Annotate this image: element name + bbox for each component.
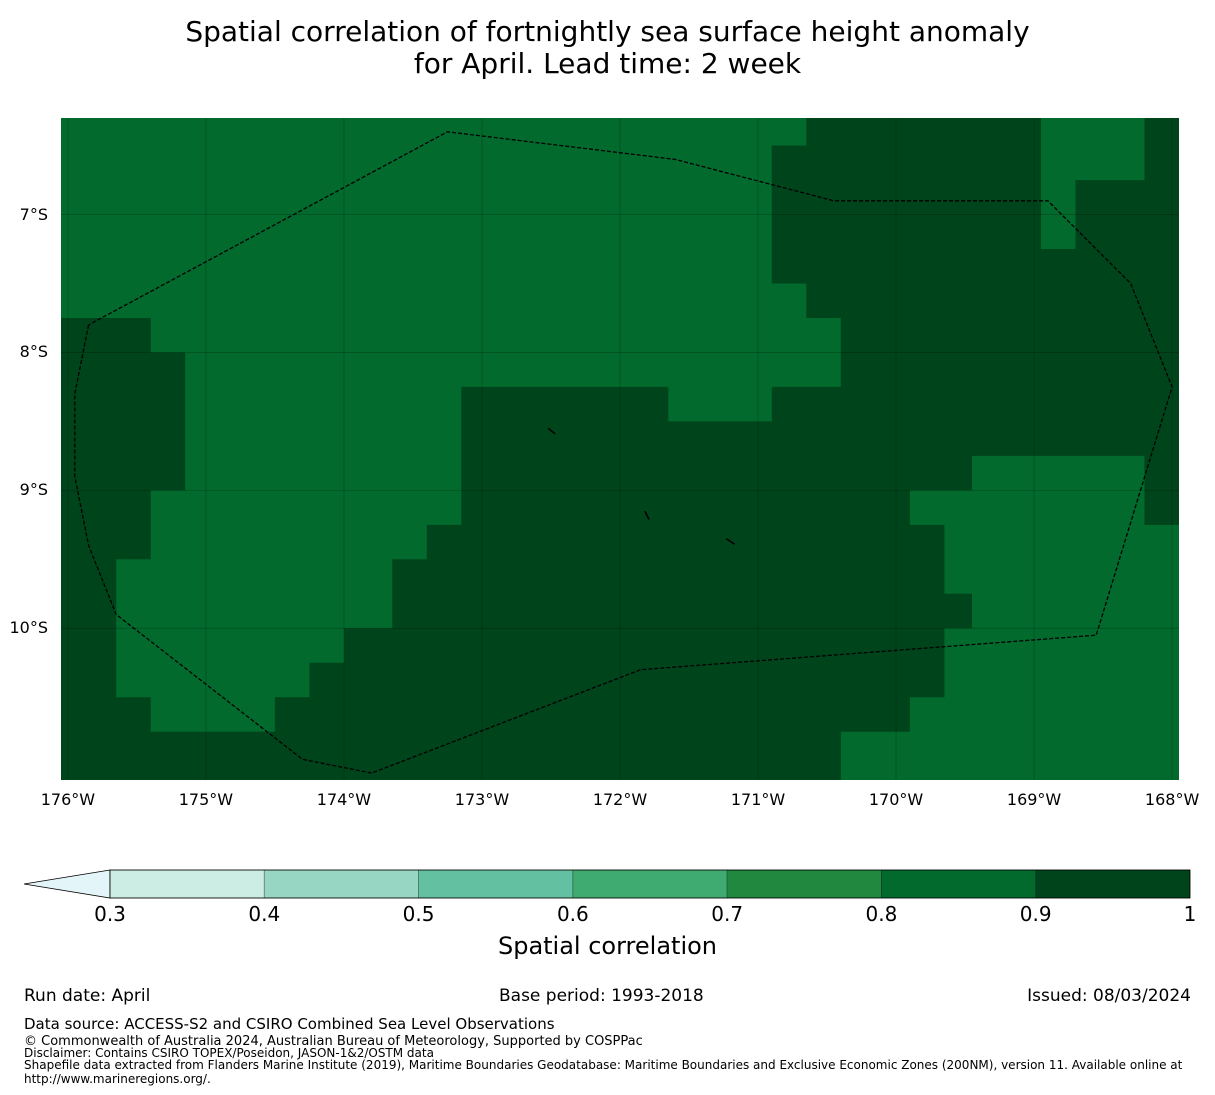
lon-tick-label: 168°W xyxy=(1144,790,1200,809)
colorbar-tick-label: 0.9 xyxy=(1019,902,1052,926)
colorbar-tick-label: 0.8 xyxy=(865,902,898,926)
island xyxy=(547,427,556,435)
title-line-1: Spatial correlation of fortnightly sea s… xyxy=(185,15,1030,48)
lat-tick-label: 10°S xyxy=(9,618,48,638)
colorbar-segment xyxy=(1035,869,1191,899)
colorbar xyxy=(23,869,1191,899)
colorbar-tick-label: 0.4 xyxy=(248,902,281,926)
island xyxy=(644,510,650,520)
eez-boundary xyxy=(74,131,1173,774)
shapefile-credit: Shapefile data extracted from Flanders M… xyxy=(24,1058,1183,1072)
lon-tick-label: 171°W xyxy=(730,790,786,809)
data-source: Data source: ACCESS-S2 and CSIRO Combine… xyxy=(24,1015,555,1033)
lon-tick-label: 172°W xyxy=(592,790,648,809)
correlation-region-0.9-1 xyxy=(61,118,1179,780)
colorbar-outline xyxy=(109,869,1191,899)
colorbar-segment xyxy=(572,869,728,899)
base-period: Base period: 1993-2018 xyxy=(499,986,704,1006)
lon-tick-label: 170°W xyxy=(868,790,924,809)
lon-tick-label: 176°W xyxy=(40,790,96,809)
lon-tick-label: 169°W xyxy=(1006,790,1062,809)
lat-tick-label: 8°S xyxy=(19,342,48,362)
colorbar-segment xyxy=(881,869,1037,899)
colorbar-tick-label: 0.5 xyxy=(402,902,435,926)
lat-tick-label: 7°S xyxy=(19,204,48,224)
colorbar-tick-label: 1 xyxy=(1183,902,1197,926)
colorbar-segment xyxy=(726,869,882,899)
lon-tick-label: 173°W xyxy=(454,790,510,809)
title-line-2: for April. Lead time: 2 week xyxy=(413,47,802,80)
colorbar-tick-label: 0.3 xyxy=(94,902,126,926)
colorbar-extend-min xyxy=(23,869,111,899)
colorbar-label: Spatial correlation xyxy=(497,932,718,960)
copyright: © Commonwealth of Australia 2024, Austra… xyxy=(24,1034,643,1049)
shapefile-url: http://www.marineregions.org/. xyxy=(24,1072,211,1086)
lon-tick-label: 175°W xyxy=(178,790,234,809)
colorbar-segment xyxy=(418,869,574,899)
run-date: Run date: April xyxy=(24,986,151,1006)
issued-date: Issued: 08/03/2024 xyxy=(1027,986,1191,1006)
lon-tick-label: 174°W xyxy=(316,790,372,809)
colorbar-tick-label: 0.7 xyxy=(711,902,744,926)
colorbar-segment xyxy=(109,869,265,899)
island xyxy=(725,537,736,545)
colorbar-tick-label: 0.6 xyxy=(556,902,589,926)
correlation-region-0.9-1 xyxy=(771,118,1014,181)
disclaimer: Disclaimer: Contains CSIRO TOPEX/Poseido… xyxy=(24,1046,434,1060)
lat-tick-label: 9°S xyxy=(19,480,48,500)
figure-title: Spatial correlation of fortnightly sea s… xyxy=(0,16,1215,80)
map-area xyxy=(61,118,1179,780)
colorbar-segment xyxy=(263,869,419,899)
